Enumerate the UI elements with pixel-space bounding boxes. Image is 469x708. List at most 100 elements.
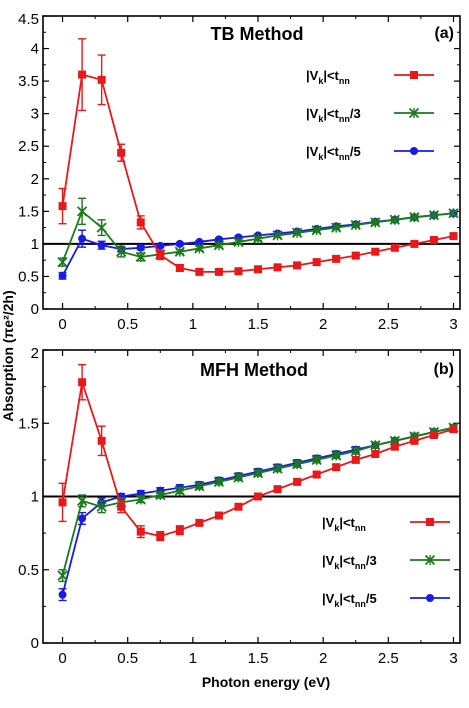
- data-point: [291, 459, 303, 470]
- data-point: [78, 514, 87, 523]
- data-point: [311, 454, 322, 466]
- y-axis-label: Absorption (πe²/2h): [0, 290, 16, 421]
- data-point: [214, 511, 223, 520]
- y-tick-label: 3.5: [18, 73, 39, 90]
- x-tick-label: 1: [189, 650, 197, 667]
- data-point: [96, 222, 107, 233]
- plot-frame: [42, 15, 461, 310]
- data-point: [97, 241, 106, 250]
- y-tick-label: 1.5: [18, 203, 39, 220]
- data-point: [272, 230, 283, 241]
- data-point: [371, 450, 380, 459]
- data-point: [117, 148, 126, 157]
- y-tick-label: 1.5: [18, 415, 39, 432]
- data-point: [351, 455, 360, 464]
- data-point: [351, 251, 360, 260]
- data-point: [293, 477, 302, 486]
- data-point: [350, 445, 361, 457]
- legend-label: |Vk|<tnn: [306, 68, 350, 86]
- y-tick-label: 1: [31, 489, 39, 506]
- data-point: [214, 267, 223, 276]
- legend-marker: [424, 554, 436, 566]
- panel-title: MFH Method: [200, 360, 308, 380]
- data-point: [273, 485, 282, 494]
- y-tick-label: 1: [31, 236, 39, 253]
- data-point: [195, 518, 204, 527]
- data-point: [117, 502, 126, 511]
- data-point: [254, 492, 263, 501]
- data-point: [370, 217, 381, 228]
- data-point: [273, 263, 282, 272]
- data-point: [429, 235, 438, 244]
- data-point: [174, 485, 185, 496]
- data-point: [449, 425, 458, 434]
- y-tick-label: 2.5: [18, 138, 39, 155]
- data-point: [449, 232, 458, 241]
- series-v-k-t-nn: [58, 363, 458, 542]
- data-point: [291, 227, 303, 238]
- y-tick-label: 2: [31, 345, 39, 362]
- x-tick-label: 0.5: [117, 650, 138, 667]
- data-point: [76, 206, 88, 217]
- x-tick-label: 1.5: [248, 650, 269, 667]
- legend-marker: [426, 594, 434, 602]
- data-point: [175, 526, 184, 535]
- panel-a-tb-method: 0 0.5 1 1.5 2 2.5 3 0 0.5 1 1.5 2 2.5 3 3.5 4 4.5 TB Meth…: [18, 11, 461, 333]
- legend: |Vk|<tnn |Vk|<tnn/3 |Vk|<tnn/5: [306, 68, 434, 162]
- data-point: [136, 527, 145, 536]
- x-tick-label: 3: [449, 316, 457, 333]
- x-tick-label: 0: [58, 316, 66, 333]
- x-tick-label: 2: [319, 316, 327, 333]
- panel-letter: (b): [434, 361, 454, 378]
- legend-label: |Vk|<tnn: [322, 515, 366, 533]
- data-point: [136, 243, 145, 252]
- data-point: [135, 494, 146, 505]
- data-point: [194, 481, 205, 492]
- data-point: [194, 243, 205, 254]
- data-point: [254, 265, 263, 274]
- x-tick-label: 2.5: [378, 650, 399, 667]
- legend-label: |Vk|<tnn/5: [306, 144, 361, 162]
- data-point: [252, 467, 264, 479]
- panel-title: TB Method: [211, 24, 304, 44]
- legend-marker: [426, 518, 434, 526]
- data-point: [78, 234, 87, 243]
- x-tick-label: 2: [319, 650, 327, 667]
- y-tick-label: 4: [31, 41, 39, 58]
- data-point: [331, 222, 342, 233]
- data-point: [370, 440, 381, 451]
- data-point: [58, 498, 67, 507]
- data-point: [311, 225, 322, 236]
- data-point: [371, 247, 380, 256]
- legend-marker: [410, 71, 418, 79]
- data-point: [135, 251, 146, 263]
- y-tick-label: 0: [31, 301, 39, 318]
- data-point: [156, 241, 165, 250]
- data-point: [428, 210, 440, 221]
- data-point: [272, 463, 283, 474]
- data-point: [97, 436, 106, 445]
- data-point: [312, 258, 321, 267]
- legend-marker: [408, 107, 420, 119]
- x-axis-label: Photon energy (eV): [202, 674, 330, 690]
- x-tick-label: 1: [189, 316, 197, 333]
- data-point: [233, 236, 244, 248]
- data-point: [409, 212, 420, 223]
- data-point: [293, 261, 302, 270]
- data-point: [174, 246, 185, 257]
- data-point: [58, 202, 67, 211]
- data-point: [312, 470, 321, 479]
- data-point: [252, 233, 264, 244]
- legend: |Vk|<tnn |Vk|<tnn/3 |Vk|<tnn/5: [322, 515, 450, 609]
- data-point: [156, 250, 165, 259]
- data-point: [389, 214, 400, 225]
- y-tick-label: 0.5: [18, 268, 39, 285]
- data-point: [58, 271, 67, 280]
- data-point: [429, 430, 438, 439]
- data-point: [234, 502, 243, 511]
- data-point: [78, 378, 87, 387]
- data-point: [57, 256, 68, 268]
- y-tick-label: 4.5: [18, 11, 39, 28]
- series-v-k-t-nn: [58, 38, 458, 276]
